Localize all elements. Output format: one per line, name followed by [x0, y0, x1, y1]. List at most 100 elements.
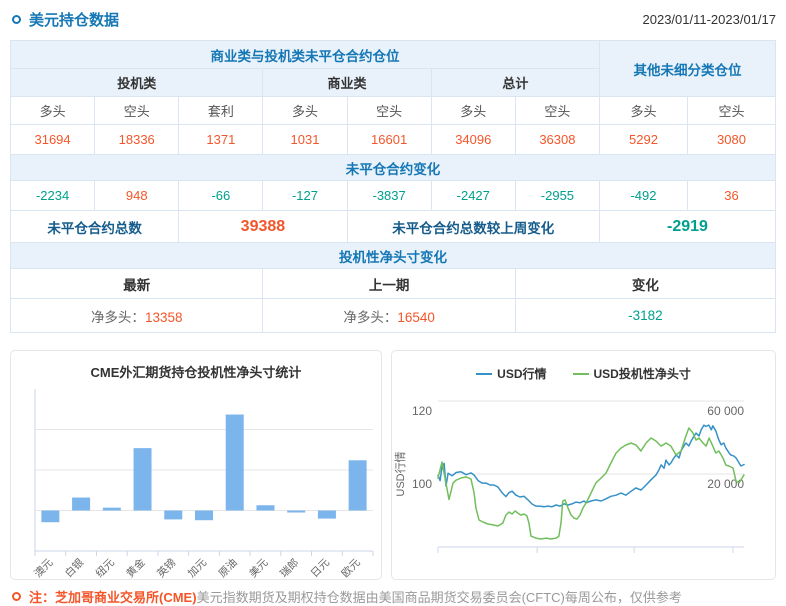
note-bullet-icon — [12, 592, 21, 601]
change-value: -66 — [178, 180, 264, 211]
position-value: 1031 — [262, 124, 348, 155]
position-value: 31694 — [9, 124, 96, 155]
positions-row: 31694 18336 1371 1031 16601 34096 36308 … — [9, 124, 777, 155]
right-axis-label: 60 000 — [707, 404, 744, 418]
legend-item-USD行情[interactable]: USD行情 — [476, 364, 547, 383]
page-header: 美元持仓数据 2023/01/11-2023/01/17 — [0, 0, 786, 37]
net-prev-label: 净多头： — [343, 309, 398, 325]
legend-item-USD投机性净头寸[interactable]: USD投机性净头寸 — [572, 364, 691, 383]
bar-x-label: 英镑 — [154, 556, 178, 579]
total-oi-label: 未平仓合约总数 — [9, 210, 180, 243]
position-value: 1371 — [178, 124, 264, 155]
line-chart: 120 60 000 100 20 000 USD行情 — [394, 400, 745, 553]
line-chart-legend: USD行情 USD投机性净头寸 — [392, 351, 775, 383]
net-col-change: 变化 — [514, 268, 777, 299]
col-header: 多头 — [598, 96, 688, 125]
y-axis-title: USD行情 — [394, 451, 407, 496]
bar-黄金 — [133, 448, 152, 511]
col-header: 空头 — [94, 96, 180, 125]
legend-dash-icon — [572, 372, 589, 375]
change-value: -3837 — [346, 180, 432, 211]
title-bullet-icon — [12, 15, 21, 24]
col-header: 空头 — [346, 96, 432, 125]
date-range: 2023/01/11-2023/01/17 — [642, 12, 777, 27]
col-header: 多头 — [262, 96, 348, 125]
bar-x-label: 瑞郎 — [277, 556, 301, 579]
left-axis-label: 100 — [412, 477, 432, 491]
bar-x-label: 欧元 — [339, 556, 363, 579]
net-prev-value: 16540 — [397, 309, 435, 325]
col-header: 套利 — [178, 96, 264, 125]
net-section-header: 投机性净头寸变化 — [10, 242, 776, 269]
bar-x-label: 加元 — [186, 556, 210, 579]
net-col-latest: 最新 — [9, 268, 264, 299]
bar-美元 — [256, 505, 275, 511]
bar-日元 — [317, 510, 336, 519]
bar-x-label: 原油 — [216, 556, 240, 579]
legend-dash-icon — [476, 372, 493, 375]
bar-澳元 — [41, 510, 60, 523]
position-value: 36308 — [514, 124, 600, 155]
col-header: 空头 — [514, 96, 600, 125]
change-value: -127 — [262, 180, 348, 211]
total-change-label: 未平仓合约总数较上周变化 — [346, 210, 600, 243]
page-title: 美元持仓数据 — [29, 12, 120, 29]
position-value: 3080 — [686, 124, 777, 155]
change-section-header: 未平仓合约变化 — [10, 154, 776, 181]
positions-table: 商业类与投机类未平仓合约仓位 其他未细分类仓位 投机类 商业类 总计 多头 空头… — [9, 40, 777, 333]
position-value: 16601 — [346, 124, 432, 155]
line-chart-panel: USD行情 USD投机性净头寸 120 60 000 100 20 000 USD行情 — [391, 350, 776, 580]
change-value: 948 — [94, 180, 180, 211]
bar-英镑 — [164, 510, 183, 520]
left-axis-label: 120 — [412, 404, 432, 418]
note-highlight: 芝加哥商业交易所(CME) — [55, 590, 197, 605]
bar-chart-title: CME外汇期货持仓投机性净头寸统计 — [91, 365, 302, 380]
bar-白银 — [72, 497, 91, 511]
change-value: -2234 — [9, 180, 96, 211]
series-USD行情 — [437, 424, 745, 508]
subgroup-total: 总计 — [430, 68, 600, 97]
note-text: 美元指数期货及期权持仓数据由美国商品期货交易委员会(CFTC)每周公布，仅供参考 — [196, 590, 682, 605]
subgroup-commercial: 商业类 — [262, 68, 432, 97]
change-value: -2427 — [430, 180, 516, 211]
col-header: 多头 — [430, 96, 516, 125]
bar-chart-panel: CME外汇期货持仓投机性净头寸统计澳元 白银 纽元 黄金 英镑 加元 原油 美元 瑞郎 日元 欧元 — [10, 350, 382, 580]
subgroup-speculative: 投机类 — [9, 68, 264, 97]
bar-x-label: 纽元 — [93, 556, 117, 579]
net-latest-cell: 净多头：13358 — [9, 298, 264, 333]
change-value: -492 — [598, 180, 688, 211]
bar-x-label: 白银 — [62, 556, 86, 579]
total-oi-value: 39388 — [178, 210, 348, 243]
bar-x-label: 黄金 — [124, 556, 148, 579]
bar-原油 — [225, 414, 244, 511]
net-latest-label: 净多头： — [90, 309, 145, 325]
col-header: 空头 — [686, 96, 777, 125]
column-header-row: 多头 空头 套利 多头 空头 多头 空头 多头 空头 — [9, 96, 777, 125]
charts-row: CME外汇期货持仓投机性净头寸统计 澳元 白银 纽元 黄金 英镑 加元 原油 美元 瑞郎 日元 欧元 … — [10, 350, 776, 580]
position-value: 5292 — [598, 124, 688, 155]
note-prefix: 注： — [29, 590, 56, 605]
change-value: 36 — [686, 180, 777, 211]
total-change-value: -2919 — [598, 210, 777, 243]
net-col-prev: 上一期 — [262, 268, 516, 299]
net-prev-cell: 净多头：16540 — [262, 298, 516, 333]
bar-加元 — [195, 510, 213, 521]
bar-x-label: 澳元 — [31, 556, 55, 579]
net-latest-value: 13358 — [144, 309, 183, 325]
position-value: 18336 — [94, 124, 180, 155]
bar-x-label: 日元 — [309, 556, 333, 579]
right-axis-label: 20 000 — [707, 477, 744, 491]
net-change-value: -3182 — [514, 298, 777, 333]
col-header: 多头 — [9, 96, 96, 125]
changes-row: -2234 948 -66 -127 -3837 -2427 -2955 -49… — [9, 180, 777, 211]
group-header: 商业类与投机类未平仓合约仓位 — [10, 40, 600, 69]
change-value: -2955 — [514, 180, 600, 211]
footnote: 注： 芝加哥商业交易所(CME) 美元指数期货及期权持仓数据由美国商品期货交易委… — [10, 587, 776, 606]
bar-x-label: 美元 — [247, 556, 271, 579]
bar-纽元 — [102, 507, 121, 511]
series-USD投机性净头寸 — [437, 427, 745, 540]
position-value: 34096 — [430, 124, 516, 155]
bar-欧元 — [348, 460, 367, 511]
bar-瑞郎 — [287, 510, 306, 513]
